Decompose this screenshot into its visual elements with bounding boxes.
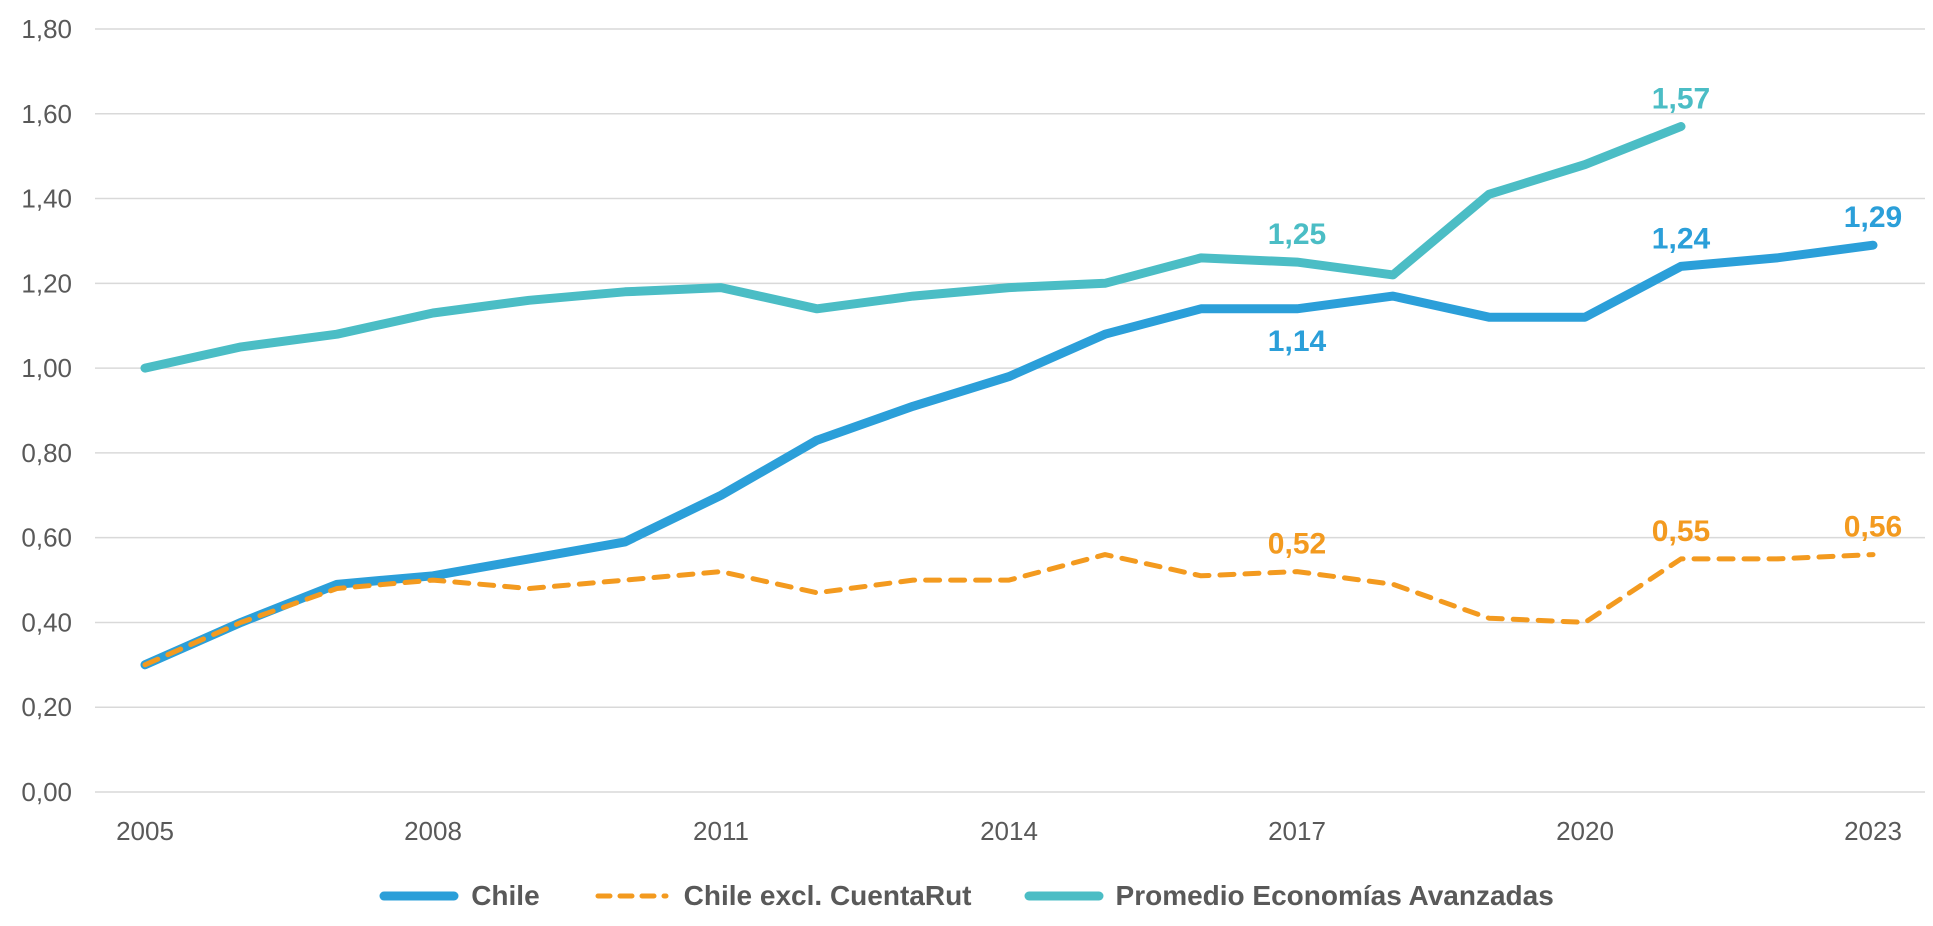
legend-swatch-chile <box>379 891 459 901</box>
data-label-chile: 1,29 <box>1844 201 1902 234</box>
x-tick-label: 2023 <box>1844 816 1902 846</box>
legend-item-chile: Chile <box>379 880 540 912</box>
data-label-promedio-econom-as-avanzadas: 1,25 <box>1268 218 1326 251</box>
y-tick-label: 1,60 <box>21 99 72 129</box>
y-tick-label: 1,80 <box>21 14 72 44</box>
legend: Chile Chile excl. CuentaRut Promedio Eco… <box>0 880 1933 912</box>
y-tick-label: 0,00 <box>21 777 72 807</box>
data-labels: 1,25 1,57 1,14 1,24 1,29 0,52 0,55 0,56 <box>1268 82 1902 560</box>
y-tick-label: 1,40 <box>21 184 72 214</box>
x-tick-label: 2008 <box>404 816 462 846</box>
y-tick-label: 1,20 <box>21 268 72 298</box>
series-line-chile <box>140 240 1878 670</box>
series-line-chile-excl-cuentarut <box>142 552 1876 668</box>
x-tick-label: 2020 <box>1556 816 1614 846</box>
data-label-chile: 1,24 <box>1652 222 1711 255</box>
x-tick-label: 2017 <box>1268 816 1326 846</box>
data-label-chile-excl-cuentarut: 0,56 <box>1844 511 1902 544</box>
data-label-promedio-econom-as-avanzadas: 1,57 <box>1652 82 1710 115</box>
legend-swatch-promedio <box>1024 891 1104 901</box>
gridlines <box>95 28 1925 793</box>
y-tick-label: 0,20 <box>21 692 72 722</box>
legend-label: Promedio Economías Avanzadas <box>1115 880 1554 911</box>
y-tick-label: 0,60 <box>21 523 72 553</box>
legend-item-promedio: Promedio Economías Avanzadas <box>1024 880 1554 912</box>
x-axis-ticks: 2005 2008 2011 2014 2017 2020 2023 <box>116 816 1902 846</box>
y-tick-label: 1,00 <box>21 353 72 383</box>
legend-swatch-chile-excl <box>595 893 669 899</box>
x-tick-label: 2011 <box>693 816 749 846</box>
legend-label: Chile excl. CuentaRut <box>683 880 972 911</box>
data-label-chile-excl-cuentarut: 0,55 <box>1652 515 1710 548</box>
data-label-chile-excl-cuentarut: 0,52 <box>1268 528 1326 561</box>
x-tick-label: 2014 <box>980 816 1038 846</box>
series-lines <box>140 122 1878 670</box>
legend-item-chile-excl-cuentarut: Chile excl. CuentaRut <box>592 880 972 912</box>
y-tick-label: 0,80 <box>21 438 72 468</box>
series-line-promedio-econom-as-avanzadas <box>140 122 1686 373</box>
data-label-chile: 1,14 <box>1268 325 1327 358</box>
legend-label: Chile <box>471 880 540 911</box>
line-chart: 0,00 0,20 0,40 0,60 0,80 1,00 1,20 1,40 1,60 1,80… <box>21 14 1925 846</box>
x-tick-label: 2005 <box>116 816 174 846</box>
y-tick-label: 0,40 <box>21 607 72 637</box>
y-axis-ticks: 0,00 0,20 0,40 0,60 0,80 1,00 1,20 1,40 1,60 1,80 <box>21 14 72 807</box>
